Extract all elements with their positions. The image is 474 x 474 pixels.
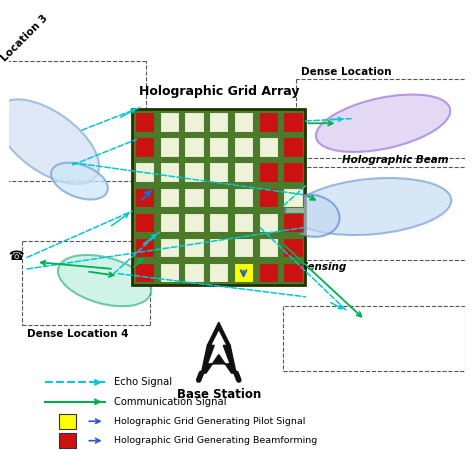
Bar [234,188,253,207]
Bar [283,213,303,232]
Bar [184,213,204,232]
Bar [135,213,154,232]
Bar [184,137,204,157]
Bar [160,163,179,182]
Ellipse shape [58,255,151,306]
Bar [59,414,76,428]
Text: Sensing: Sensing [301,262,347,272]
Bar [234,263,253,283]
Bar [234,238,253,257]
Bar [184,112,204,132]
Ellipse shape [292,178,451,235]
Bar [259,213,278,232]
Text: Holographic Grid Generating Pilot Signal: Holographic Grid Generating Pilot Signal [114,417,305,426]
Text: Holographic Beam: Holographic Beam [342,155,448,165]
Bar [184,163,204,182]
Bar [132,109,306,285]
Bar [259,238,278,257]
Text: Holographic Grid Array: Holographic Grid Array [138,85,299,98]
Bar [283,112,303,132]
Text: Location 3: Location 3 [0,13,50,63]
Bar [209,137,228,157]
Bar [259,137,278,157]
Bar [209,188,228,207]
Bar [160,263,179,283]
Ellipse shape [285,195,339,237]
Bar [160,213,179,232]
Bar [283,263,303,283]
Text: Dense Location: Dense Location [301,67,392,77]
Bar [135,137,154,157]
Bar [184,263,204,283]
Bar [209,213,228,232]
Text: Dense Location 4: Dense Location 4 [27,329,128,339]
Bar [160,112,179,132]
Bar [160,238,179,257]
Bar [234,213,253,232]
Bar [234,137,253,157]
Bar [160,188,179,207]
Text: ☎: ☎ [8,250,23,263]
Ellipse shape [0,100,99,184]
Text: Holographic Grid Generating Beamforming: Holographic Grid Generating Beamforming [114,436,317,445]
Bar [259,112,278,132]
Bar [160,137,179,157]
Bar [234,163,253,182]
Bar [259,188,278,207]
Bar [135,188,154,207]
Bar [209,263,228,283]
Bar [184,238,204,257]
Bar [283,137,303,157]
Ellipse shape [51,163,108,200]
Polygon shape [201,346,236,373]
Text: Communication Signal: Communication Signal [114,397,226,407]
Bar [59,433,76,448]
Bar [283,163,303,182]
Bar [209,112,228,132]
Polygon shape [207,322,230,346]
Bar [209,163,228,182]
Bar [234,112,253,132]
Bar [259,163,278,182]
Bar [135,238,154,257]
Bar [283,238,303,257]
Text: Echo Signal: Echo Signal [114,377,172,387]
Bar [135,163,154,182]
Bar [135,112,154,132]
Bar [259,263,278,283]
Text: Base Station: Base Station [177,388,261,401]
Bar [184,188,204,207]
Bar [283,188,303,207]
Bar [209,238,228,257]
Bar [135,263,154,283]
Ellipse shape [316,94,450,152]
